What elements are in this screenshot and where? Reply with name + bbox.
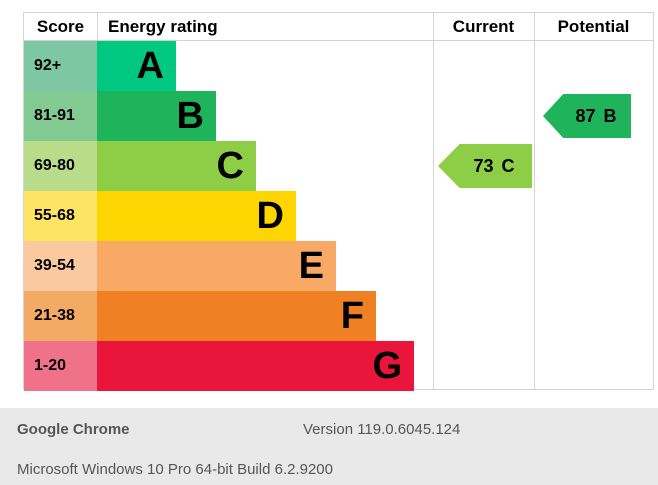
score-range-d: 55-68 bbox=[24, 191, 97, 241]
epc-band-row-e: 39-54 E bbox=[24, 241, 653, 291]
rating-bar-b: B bbox=[97, 91, 216, 141]
epc-bands: 92+ A 81-91 B 69-80 C 55-68 D 39-54 E 21-38 F 1-20 G bbox=[24, 41, 653, 391]
score-range-f: 21-38 bbox=[24, 291, 97, 341]
score-range-e: 39-54 bbox=[24, 241, 97, 291]
header-current: Current bbox=[452, 16, 515, 36]
rating-bar-c: C bbox=[97, 141, 256, 191]
score-range-a: 92+ bbox=[24, 41, 97, 91]
rating-letter-e: E bbox=[298, 245, 324, 287]
rating-bar-a: A bbox=[97, 41, 176, 91]
header-potential: Potential bbox=[557, 16, 630, 36]
column-divider-current-left bbox=[433, 13, 434, 389]
browser-version: Version 119.0.6045.124 bbox=[303, 421, 461, 438]
browser-info-line: Google Chrome Version 119.0.6045.124 bbox=[17, 421, 658, 438]
rating-letter-d: D bbox=[256, 195, 284, 237]
epc-rating-chart: Score Energy rating Current Potential 92… bbox=[23, 12, 654, 391]
system-info-footer: Google Chrome Version 119.0.6045.124 Mic… bbox=[0, 408, 658, 485]
current-rating-arrow: 73 C bbox=[438, 144, 532, 188]
column-divider-current-right bbox=[534, 13, 535, 389]
potential-rating-value: 87 bbox=[575, 105, 596, 126]
epc-band-row-d: 55-68 D bbox=[24, 191, 653, 241]
epc-band-row-f: 21-38 F bbox=[24, 291, 653, 341]
current-rating-letter: C bbox=[501, 155, 515, 176]
epc-band-row-g: 1-20 G bbox=[24, 341, 653, 391]
rating-bar-f: F bbox=[97, 291, 376, 341]
epc-band-row-a: 92+ A bbox=[24, 41, 653, 91]
potential-rating-letter: B bbox=[603, 105, 617, 126]
os-info-line: Microsoft Windows 10 Pro 64-bit Build 6.… bbox=[17, 461, 333, 478]
potential-rating-arrow: 87 B bbox=[543, 94, 631, 138]
rating-letter-c: C bbox=[216, 145, 244, 187]
header-energy-rating: Energy rating bbox=[108, 16, 218, 36]
browser-name: Google Chrome bbox=[17, 421, 130, 438]
rating-bar-g: G bbox=[97, 341, 414, 391]
rating-letter-b: B bbox=[176, 95, 204, 137]
current-rating-value: 73 bbox=[473, 155, 494, 176]
epc-header-row: Score Energy rating Current Potential bbox=[24, 13, 653, 41]
rating-letter-g: G bbox=[372, 345, 402, 387]
header-score: Score bbox=[36, 16, 85, 36]
epc-band-row-b: 81-91 B bbox=[24, 91, 653, 141]
rating-letter-a: A bbox=[136, 45, 164, 87]
rating-bar-e: E bbox=[97, 241, 336, 291]
score-range-c: 69-80 bbox=[24, 141, 97, 191]
score-range-g: 1-20 bbox=[24, 341, 97, 391]
score-range-b: 81-91 bbox=[24, 91, 97, 141]
rating-bar-d: D bbox=[97, 191, 296, 241]
epc-band-row-c: 69-80 C bbox=[24, 141, 653, 191]
rating-letter-f: F bbox=[340, 295, 364, 337]
